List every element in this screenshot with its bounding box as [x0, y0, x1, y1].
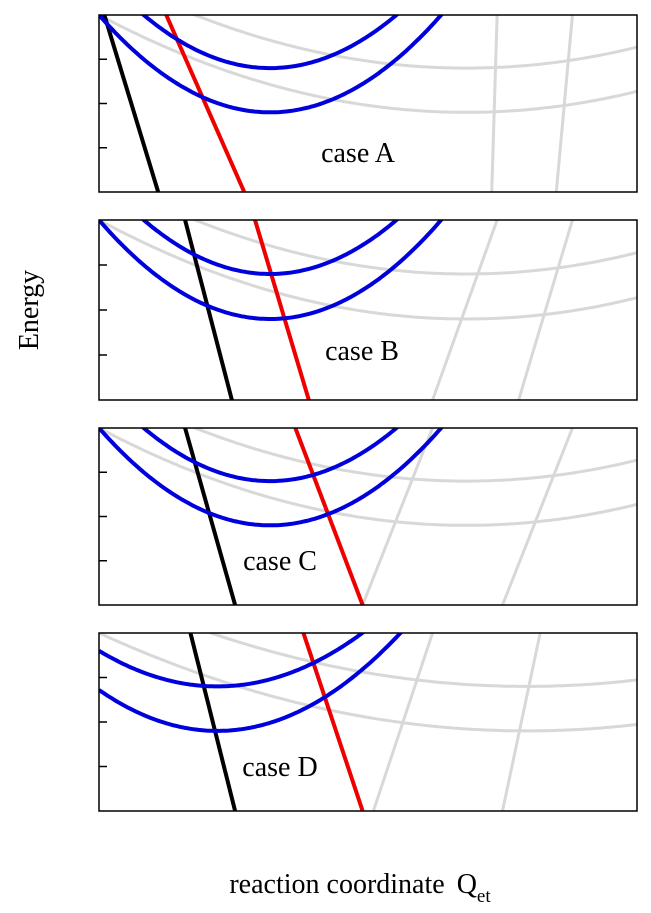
case-d-black-line	[188, 633, 238, 811]
case-d-frame	[98, 632, 638, 812]
case-a-label: case A	[321, 138, 396, 169]
case-c-ghost-parabola-2	[99, 428, 637, 527]
case-b-black-line	[183, 220, 234, 400]
x-axis-subscript: et	[477, 886, 491, 907]
panel-case-a: case A	[98, 14, 638, 193]
case-d-ghost-parabola-1	[206, 633, 637, 688]
case-a-ghost-parabola-1	[191, 15, 637, 70]
case-b-ghost-parabola-1	[191, 220, 637, 276]
case-a-black-line	[102, 15, 161, 192]
panel-case-c: case C	[98, 427, 638, 606]
case-d-parabola-lower	[99, 633, 404, 733]
x-axis-symbol: Q	[457, 869, 477, 900]
case-d-plot-area	[99, 633, 637, 811]
case-c-parabola-lower	[99, 428, 444, 528]
x-axis-label: reaction coordinate Qet	[229, 869, 491, 907]
case-d-label: case D	[242, 752, 317, 783]
case-a-parabola-lower	[99, 15, 444, 115]
y-axis-label: Energy	[14, 270, 45, 350]
panel-case-d: case D	[98, 632, 638, 812]
case-b-label: case B	[325, 336, 399, 367]
case-c-plot-area	[99, 428, 637, 605]
x-axis-label-text: reaction coordinate	[229, 869, 444, 900]
case-c-black-line	[183, 428, 238, 605]
case-c-parabola-upper	[140, 428, 400, 484]
case-a-red-line	[164, 15, 247, 192]
case-a-ghost-line-1	[490, 15, 499, 192]
case-a-plot-area	[99, 15, 637, 192]
case-c-red-line	[293, 428, 365, 605]
case-d-ghost-line-2	[501, 633, 542, 811]
case-b-ghost-parabola-2	[99, 220, 637, 321]
case-b-parabola-lower	[99, 220, 444, 321]
case-d-ghost-line-1	[371, 633, 434, 811]
case-c-ghost-line-2	[501, 428, 574, 605]
case-a-parabola-upper	[140, 15, 400, 71]
case-d-parabola-upper	[99, 633, 366, 689]
case-a-ghost-parabola-2	[99, 15, 637, 114]
case-b-plot-area	[99, 220, 637, 400]
case-b-parabola-upper	[140, 220, 400, 276]
case-d-red-line	[301, 633, 365, 811]
case-c-ghost-parabola-1	[191, 428, 637, 483]
case-b-ghost-line-1	[431, 220, 499, 400]
case-a-ghost-line-2	[554, 15, 574, 192]
case-c-label: case C	[243, 546, 317, 577]
case-b-red-line	[253, 220, 311, 400]
case-b-ghost-line-2	[517, 220, 574, 400]
case-d-ghost-parabola-2	[99, 633, 637, 733]
panel-case-b: case B	[98, 219, 638, 401]
case-c-ghost-line-1	[361, 428, 434, 605]
